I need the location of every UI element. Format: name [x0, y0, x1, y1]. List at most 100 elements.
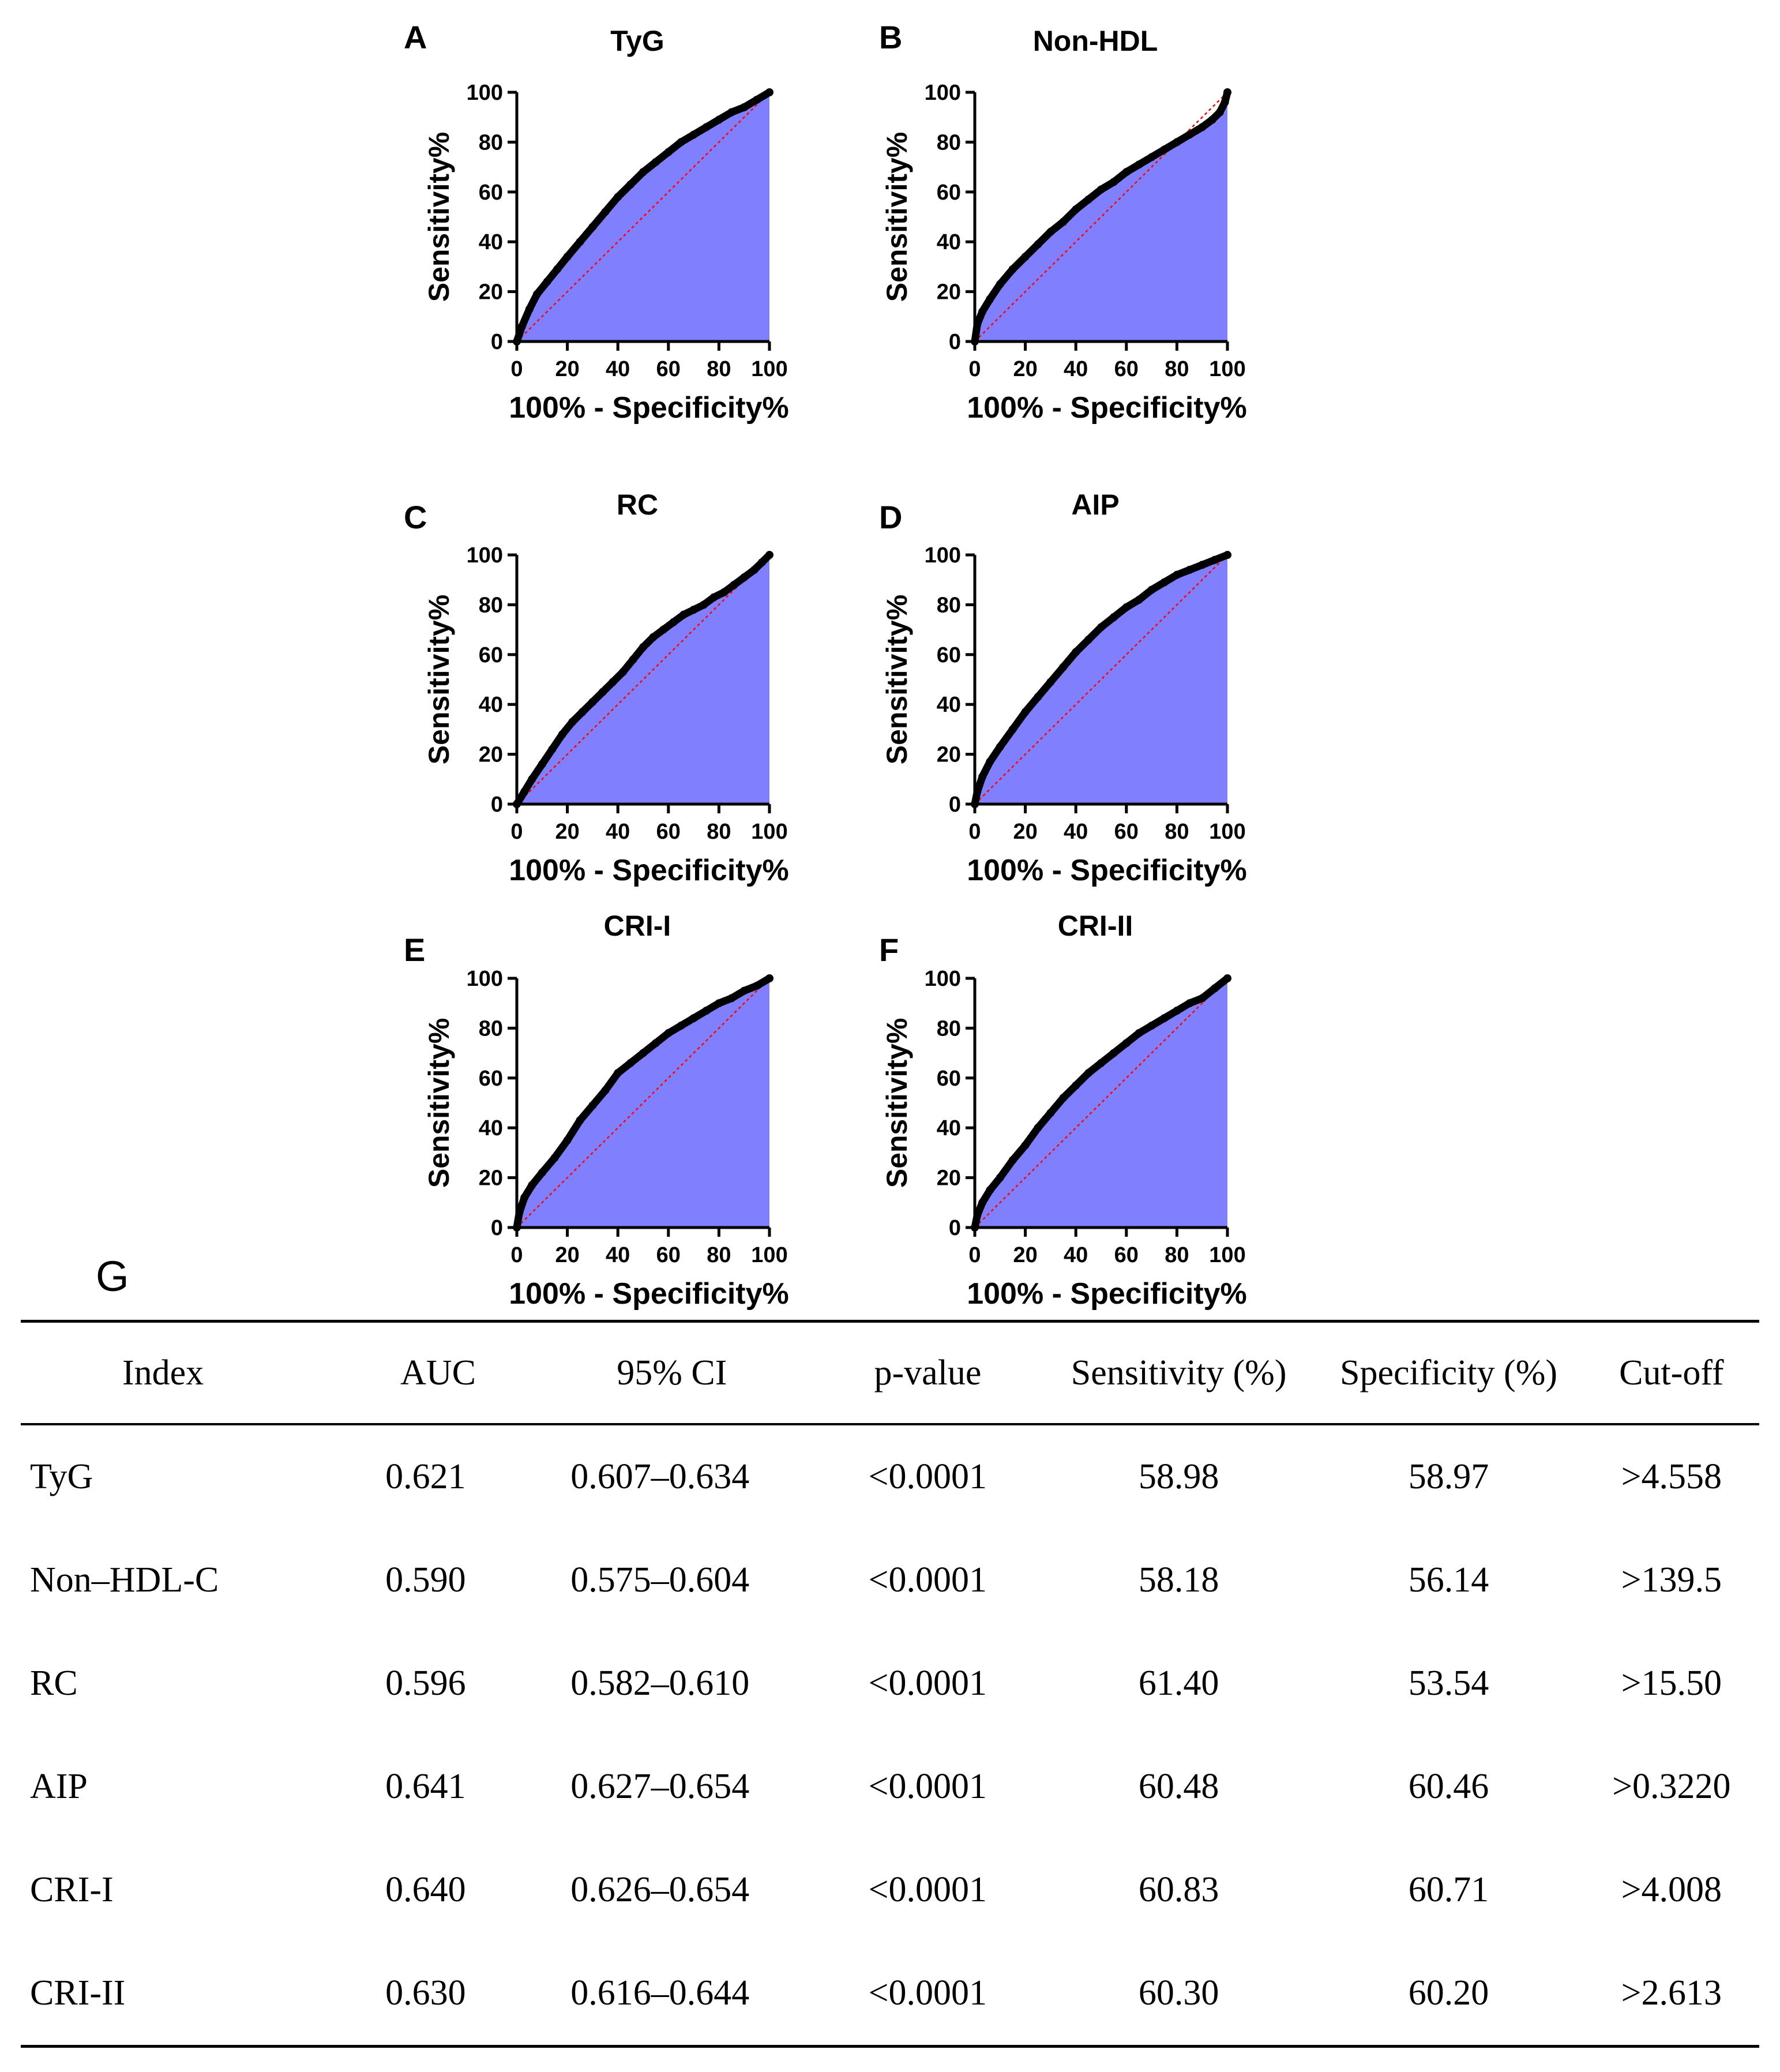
cell-ci: 0.616–0.644: [570, 1973, 750, 2013]
y-tick-label: 0: [491, 793, 503, 817]
roc-point: [578, 708, 587, 716]
x-tick-label: 100: [751, 357, 787, 381]
roc-point: [639, 168, 647, 177]
cell-p-value: <0.0001: [868, 1870, 987, 1909]
roc-point: [1059, 217, 1068, 226]
roc-point: [1109, 1049, 1118, 1057]
y-tick-label: 60: [479, 1067, 503, 1091]
y-tick-label: 20: [479, 743, 503, 767]
x-tick-label: 40: [1064, 1243, 1088, 1267]
panel-label: B: [879, 19, 902, 55]
roc-point: [528, 1181, 536, 1189]
roc-point: [609, 678, 617, 686]
cell-ci: 0.627–0.654: [570, 1767, 750, 1806]
roc-charts-svg: 0 20 40 60 80 100 0 20 40 60 80 100 100% - Specifici…: [404, 19, 1247, 1311]
roc-point: [715, 999, 723, 1008]
x-tick-label: 20: [1013, 820, 1037, 844]
reference-diagonal-line: [516, 554, 770, 805]
roc-point: [679, 610, 688, 619]
cell-ci: 0.626–0.654: [570, 1870, 750, 1909]
roc-point: [978, 307, 987, 316]
roc-point: [1135, 160, 1143, 169]
roc-point: [986, 1186, 994, 1195]
header-p-value: p-value: [874, 1353, 982, 1392]
x-tick-label: 20: [1013, 357, 1037, 381]
roc-point: [651, 1039, 660, 1048]
roc-point: [765, 974, 773, 982]
roc-point: [1021, 1141, 1030, 1150]
roc-point: [1084, 195, 1093, 204]
cell-ci: 0.607–0.634: [570, 1457, 750, 1496]
roc-point: [1059, 663, 1068, 671]
roc-point: [525, 305, 534, 313]
y-tick-label: 60: [937, 643, 961, 667]
x-tick-label: 40: [1064, 357, 1088, 381]
y-tick-label: 100: [925, 81, 961, 105]
chart-title: RC: [617, 489, 658, 521]
y-axis-label: Sensitivity%: [881, 132, 913, 302]
roc-point: [1046, 1109, 1055, 1117]
roc-point: [563, 253, 572, 261]
roc-point: [614, 1069, 622, 1078]
roc-point: [1072, 205, 1080, 214]
roc-charts-grid: 0 20 40 60 80 100 0 20 40 60 80 100 100% - Specifici…: [404, 19, 1247, 1311]
x-tick-label: 0: [510, 1243, 523, 1267]
roc-point: [1046, 227, 1055, 236]
x-tick-label: 20: [555, 820, 579, 844]
table-body: TyG 0.621 0.607–0.634 <0.0001 58.98 58.97 >4.5…: [21, 1424, 1759, 2047]
y-axis-label: Sensitivity%: [423, 132, 455, 302]
roc-point: [558, 730, 566, 739]
x-tick-label: 80: [1165, 1243, 1189, 1267]
table-row: Non–HDL-C 0.590 0.575–0.604 <0.0001 58.18 56.…: [21, 1529, 1759, 1632]
roc-point: [601, 1086, 610, 1095]
y-tick-label: 20: [937, 280, 961, 305]
y-tick-label: 60: [937, 181, 961, 205]
roc-point: [649, 633, 658, 641]
cell-sensitivity: 60.83: [1138, 1870, 1219, 1909]
roc-point: [543, 277, 551, 286]
roc-point: [1122, 168, 1131, 177]
y-tick-label: 100: [467, 967, 503, 991]
roc-point: [639, 643, 647, 651]
chart-title: TyG: [610, 25, 664, 57]
roc-point: [689, 1014, 698, 1023]
roc-point: [629, 655, 637, 664]
roc-point: [986, 757, 994, 766]
y-tick-label: 60: [479, 181, 503, 205]
x-tick-label: 0: [968, 820, 981, 844]
roc-point: [1147, 585, 1156, 594]
cell-sensitivity: 60.48: [1138, 1767, 1219, 1806]
y-tick-label: 100: [925, 543, 961, 568]
cell-specificity: 60.71: [1408, 1870, 1489, 1909]
roc-point: [1198, 123, 1207, 132]
x-axis-label: 100% - Specificity%: [967, 391, 1247, 425]
x-axis-label: 100% - Specificity%: [967, 1277, 1247, 1311]
roc-point: [1173, 570, 1181, 579]
table-row: TyG 0.621 0.607–0.634 <0.0001 58.98 58.97 >4.5…: [21, 1424, 1759, 1529]
roc-point: [1208, 115, 1216, 124]
y-tick-label: 100: [467, 543, 503, 568]
roc-point: [538, 760, 546, 768]
y-tick-label: 80: [937, 593, 961, 617]
x-tick-label: 60: [1114, 357, 1139, 381]
x-tick-label: 40: [606, 357, 630, 381]
roc-point: [1084, 635, 1093, 644]
roc-point: [1059, 1094, 1068, 1102]
roc-point: [1185, 130, 1194, 139]
cell-cutoff: >2.613: [1621, 1973, 1722, 2013]
cell-index: RC: [30, 1664, 78, 1703]
cell-auc: 0.640: [385, 1870, 466, 1909]
cell-p-value: <0.0001: [868, 1767, 987, 1806]
roc-point: [720, 588, 728, 596]
roc-point: [601, 208, 610, 216]
y-tick-label: 80: [479, 130, 503, 155]
chart-title: AIP: [1071, 489, 1119, 521]
roc-point: [1122, 603, 1131, 611]
reference-diagonal-line: [974, 978, 1228, 1228]
cell-cutoff: >4.558: [1621, 1457, 1722, 1496]
cell-auc: 0.590: [385, 1560, 466, 1600]
x-tick-label: 0: [968, 357, 981, 381]
roc-point: [1034, 1124, 1042, 1132]
cell-specificity: 58.97: [1408, 1457, 1489, 1496]
y-tick-label: 20: [479, 280, 503, 305]
